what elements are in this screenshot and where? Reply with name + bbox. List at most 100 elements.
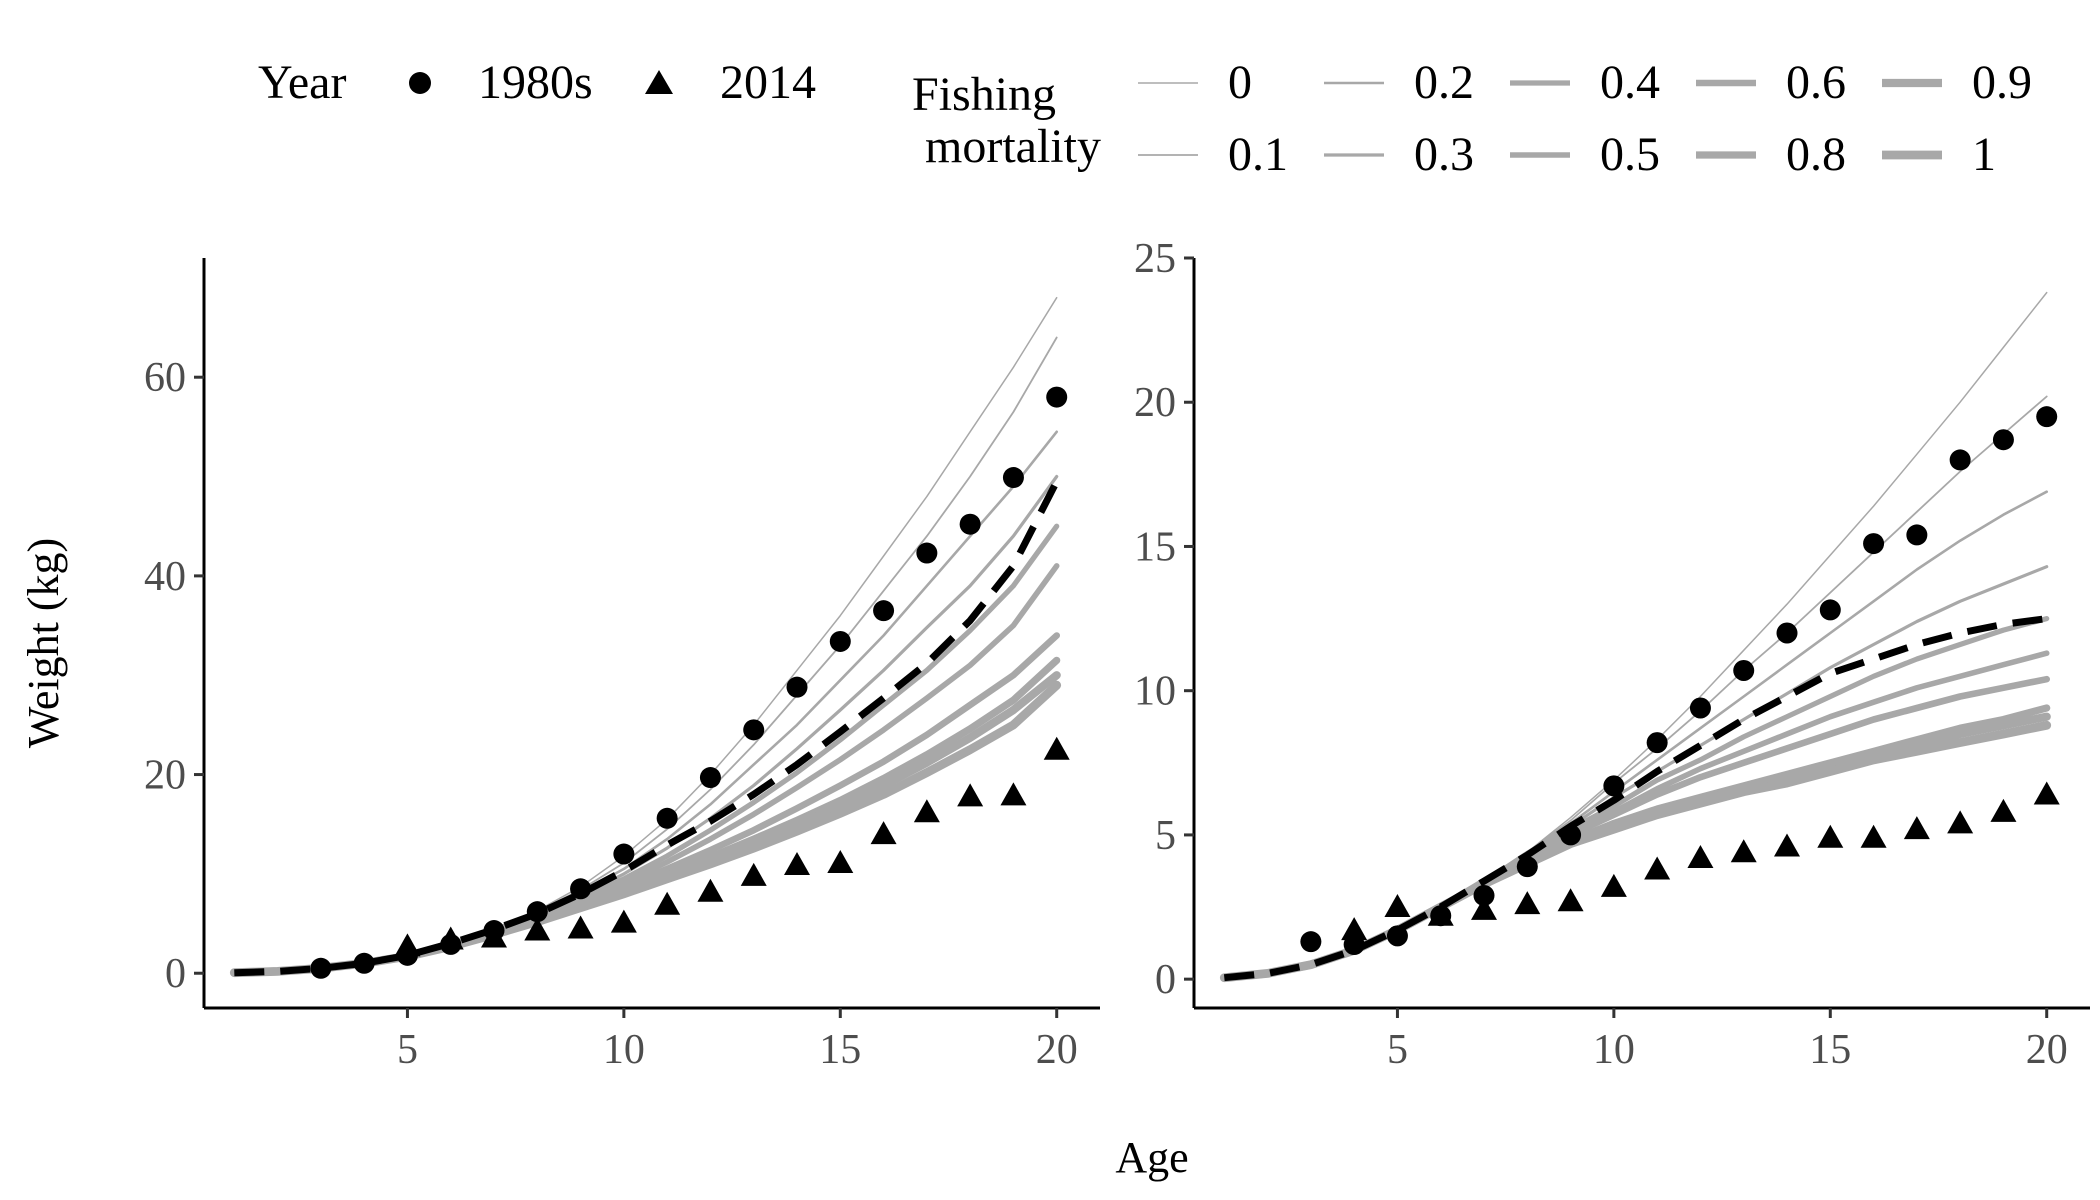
left-point-2014 bbox=[827, 849, 854, 873]
left-point-2014 bbox=[1043, 736, 1070, 760]
right-curve-fm-0 bbox=[1223, 291, 2048, 979]
right-point-1980s bbox=[1906, 524, 1928, 546]
left-point-2014 bbox=[610, 909, 637, 933]
legend-year-title: Year bbox=[258, 56, 346, 109]
left-point-2014 bbox=[957, 783, 984, 807]
legend-year: Year 1980s 2014 bbox=[258, 56, 816, 109]
right-point-1980s bbox=[1646, 732, 1668, 754]
right-x-tick-label-10: 10 bbox=[1593, 1027, 1635, 1073]
right-point-1980s bbox=[1863, 533, 1885, 555]
right-point-1980s bbox=[1386, 925, 1408, 947]
left-dashed-line bbox=[234, 479, 1060, 977]
right-point-1980s bbox=[1949, 449, 1971, 471]
left-y-tick-label-40: 40 bbox=[144, 554, 186, 600]
left-point-2014 bbox=[870, 821, 897, 845]
right-point-2014 bbox=[1384, 894, 1411, 918]
right-point-2014 bbox=[1817, 824, 1844, 848]
right-point-2014 bbox=[1644, 856, 1671, 880]
left-point-2014 bbox=[394, 933, 421, 957]
left-y-tick-label-60: 60 bbox=[144, 355, 186, 401]
left-point-1980s bbox=[1002, 467, 1024, 489]
right-y-tick-label-0: 0 bbox=[1155, 957, 1176, 1003]
legend-fm-label-0: 0 bbox=[1228, 56, 1252, 109]
left-curve-fm-0.2 bbox=[233, 430, 1058, 975]
left-point-1980s bbox=[310, 957, 332, 979]
legend-fm-label-6: 0.6 bbox=[1786, 56, 1846, 109]
legend-year-label-1980s: 1980s bbox=[478, 56, 593, 109]
right-point-2014 bbox=[1471, 896, 1498, 920]
legend-year-label-2014: 2014 bbox=[720, 56, 816, 109]
right-point-1980s bbox=[1516, 856, 1538, 878]
left-point-1980s bbox=[786, 676, 808, 698]
left-x-tick-label-5: 5 bbox=[397, 1027, 418, 1073]
left-point-1980s bbox=[570, 878, 592, 900]
left-point-2014 bbox=[524, 917, 551, 941]
left-y-tick-label-0: 0 bbox=[165, 951, 186, 997]
x-axis-title: Age bbox=[1115, 1133, 1188, 1182]
left-y-tick-label-20: 20 bbox=[144, 753, 186, 799]
left-point-1980s bbox=[743, 719, 765, 741]
legend-fm-title-line1: Fishing bbox=[912, 68, 1056, 121]
right-point-1980s bbox=[1992, 429, 2014, 451]
legend-fm-label-4: 0.4 bbox=[1600, 56, 1660, 109]
right-point-2014 bbox=[1600, 873, 1627, 897]
legend-year-marker-2014 bbox=[645, 70, 673, 94]
left-point-1980s bbox=[1046, 386, 1068, 408]
left-point-1980s bbox=[526, 901, 548, 923]
legend-fm-label-3: 0.3 bbox=[1414, 128, 1474, 181]
left-point-1980s bbox=[916, 542, 938, 564]
right-x-tick-label-15: 15 bbox=[1809, 1027, 1851, 1073]
left-x-tick-label-20: 20 bbox=[1036, 1027, 1078, 1073]
left-point-2014 bbox=[437, 926, 464, 950]
right-point-2014 bbox=[1990, 798, 2017, 822]
legend-fishing-mortality: Fishing mortality 0 0.1 0.2 0.3 0.4 0.5 0.6 0.8… bbox=[912, 56, 2032, 181]
right-point-2014 bbox=[1860, 824, 1887, 848]
right-point-1980s bbox=[1776, 622, 1798, 644]
panel-left: 0 20 40 60 5 10 15 20 Weight (kg) bbox=[19, 258, 1100, 1073]
right-point-2014 bbox=[1774, 833, 1801, 857]
right-point-1980s bbox=[1560, 824, 1582, 846]
left-y-axis-title: Weight (kg) bbox=[19, 538, 68, 748]
left-point-2014 bbox=[654, 891, 681, 915]
right-point-2014 bbox=[1514, 891, 1541, 915]
right-point-1980s bbox=[1819, 599, 1841, 621]
right-point-2014 bbox=[1687, 845, 1714, 868]
left-curve-fm-0.9 bbox=[230, 671, 1061, 977]
left-point-2014 bbox=[913, 799, 940, 823]
left-x-tick-label-15: 15 bbox=[819, 1027, 861, 1073]
right-point-1980s bbox=[1473, 885, 1495, 906]
left-point-1980s bbox=[959, 513, 981, 535]
legend-fm-title-line2: mortality bbox=[925, 120, 1101, 173]
legend-fm-label-7: 0.8 bbox=[1786, 128, 1846, 181]
left-x-tick-label-10: 10 bbox=[603, 1027, 645, 1073]
left-point-1980s bbox=[699, 767, 721, 789]
right-y-tick-label-5: 5 bbox=[1155, 813, 1176, 859]
right-x-tick-label-20: 20 bbox=[2026, 1027, 2068, 1073]
left-point-2014 bbox=[697, 878, 724, 902]
right-y-tick-label-20: 20 bbox=[1134, 380, 1176, 426]
right-y-tick-label-25: 25 bbox=[1134, 236, 1176, 282]
left-point-1980s bbox=[353, 952, 375, 974]
right-point-2014 bbox=[1341, 917, 1368, 941]
left-curve-fm-0.6 bbox=[231, 632, 1060, 977]
right-point-2014 bbox=[2033, 781, 2060, 805]
right-point-1980s bbox=[1733, 660, 1755, 681]
legend-fm-label-2: 0.2 bbox=[1414, 56, 1474, 109]
left-point-2014 bbox=[740, 862, 767, 886]
right-point-1980s bbox=[1689, 697, 1711, 719]
right-point-1980s bbox=[2036, 406, 2058, 428]
right-point-1980s bbox=[1603, 775, 1625, 797]
right-curve-fm-0.3 bbox=[1222, 565, 2049, 980]
left-point-2014 bbox=[481, 924, 508, 948]
right-y-tick-label-10: 10 bbox=[1134, 669, 1176, 715]
left-point-1980s bbox=[656, 807, 678, 829]
left-point-2014 bbox=[567, 915, 594, 939]
legend-year-marker-1980s bbox=[409, 72, 431, 94]
legend-fm-label-1: 0.1 bbox=[1228, 128, 1288, 181]
left-point-2014 bbox=[784, 851, 811, 875]
right-y-tick-label-15: 15 bbox=[1134, 524, 1176, 570]
legend-fm-label-5: 0.5 bbox=[1600, 128, 1660, 181]
right-point-1980s bbox=[1300, 931, 1322, 953]
right-point-2014 bbox=[1557, 888, 1584, 912]
